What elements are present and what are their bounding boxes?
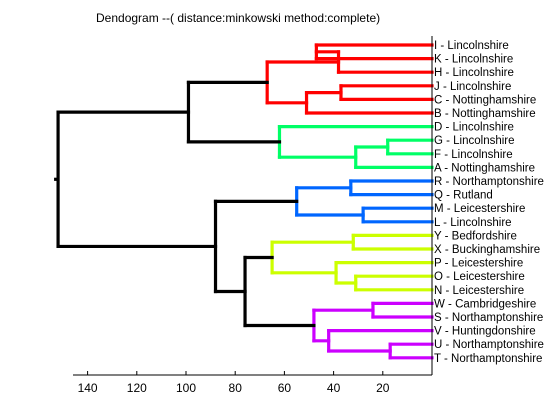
leaf-label: X - Buckinghamshire bbox=[434, 244, 540, 256]
leaf-label: R - Northamptonshire bbox=[434, 176, 544, 188]
leaf-label: V - Huntingdonshire bbox=[434, 326, 536, 338]
x-tick-label: 20 bbox=[376, 381, 390, 395]
merge-m23 bbox=[56, 110, 218, 249]
merge-m7 bbox=[354, 145, 434, 169]
leaf-label: I - Lincolnshire bbox=[434, 40, 509, 52]
merge-m11 bbox=[361, 206, 434, 224]
x-tick-label: 80 bbox=[229, 381, 243, 395]
merge-m6 bbox=[386, 138, 434, 156]
merge-m13 bbox=[351, 233, 434, 251]
merge-m19 bbox=[327, 329, 434, 353]
merge-m16 bbox=[270, 240, 355, 275]
leaf-label: L - Lincolnshire bbox=[434, 217, 512, 229]
x-tick-label: 60 bbox=[278, 381, 292, 395]
leaf-label: A - Nottinghamshire bbox=[434, 162, 535, 174]
leaf-label: H - Lincolnshire bbox=[434, 67, 514, 79]
leaf-label: K - Lincolnshire bbox=[434, 54, 513, 66]
leaf-label: F - Lincolnshire bbox=[434, 149, 513, 161]
leaf-label: Y - Bedfordshire bbox=[434, 230, 517, 242]
chart-title: Dendogram --( distance:minkowski method:… bbox=[96, 11, 380, 25]
merge-m12 bbox=[295, 186, 365, 217]
merge-m14 bbox=[354, 274, 434, 292]
leaf-label: O - Leicestershire bbox=[434, 271, 525, 283]
merge-m4 bbox=[304, 90, 434, 115]
leaf-label: P - Leicestershire bbox=[434, 258, 523, 270]
merge-m22 bbox=[213, 199, 299, 294]
merge-m5 bbox=[265, 60, 341, 105]
leaf-label: N - Leicestershire bbox=[434, 285, 524, 297]
leaf-label: D - Lincolnshire bbox=[434, 122, 514, 134]
merge-m20 bbox=[312, 308, 375, 343]
merge-m21 bbox=[243, 255, 316, 328]
merge-m3 bbox=[339, 84, 434, 102]
leaf-label: W - Cambridgeshire bbox=[434, 298, 536, 310]
merge-m15 bbox=[334, 261, 434, 285]
leaf-label: T - Northamptonshire bbox=[434, 353, 542, 365]
x-tick-label: 100 bbox=[176, 381, 196, 395]
leaf-label: S - Northamptonshire bbox=[434, 312, 543, 324]
leaf-label: Q - Rutland bbox=[434, 190, 493, 202]
leaf-label: C - Nottinghamshire bbox=[434, 94, 536, 106]
merge-m10 bbox=[349, 179, 434, 197]
x-tick-label: 120 bbox=[127, 381, 147, 395]
leaf-label: G - Lincolnshire bbox=[434, 135, 515, 147]
leaf-label: U - Northamptonshire bbox=[434, 339, 544, 351]
merge-m18 bbox=[388, 342, 434, 360]
x-tick-label: 140 bbox=[78, 381, 98, 395]
x-axis: 140 120 100 80 60 40 20 bbox=[73, 371, 432, 395]
merge-m17 bbox=[371, 301, 434, 319]
leaf-label: M - Leicestershire bbox=[434, 203, 525, 215]
x-tick-label: 40 bbox=[327, 381, 341, 395]
leaf-label: B - Nottinghamshire bbox=[434, 108, 536, 120]
dendrogram-links bbox=[54, 43, 434, 360]
leaf-label: J - Lincolnshire bbox=[434, 81, 511, 93]
